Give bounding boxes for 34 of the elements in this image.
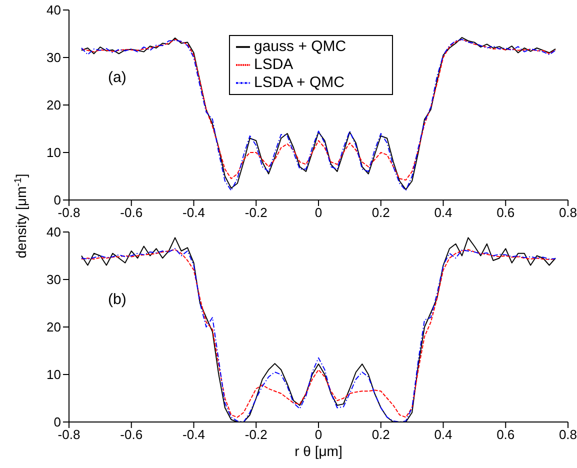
y-tick-label: 10 [46,145,61,160]
x-tick-label: 0.4 [434,427,452,442]
y-tick-label: 0 [54,192,61,208]
x-tick-label: 0.6 [496,205,515,220]
annotation: (a) [108,69,126,86]
x-tick-label: -0.8 [58,427,80,442]
y-tick-label: 40 [46,2,61,18]
x-axis-title: r θ [μm] [294,443,342,459]
y-tick-label: 30 [46,272,61,288]
y-tick-label: 10 [46,367,61,382]
y-tick-label: 0 [54,414,61,430]
x-tick-label: -0.8 [58,205,80,220]
y-tick-label: 40 [46,224,61,240]
x-tick-label: -0.2 [244,205,268,220]
legend-label: gauss + QMC [254,38,346,55]
x-tick-label: 0.2 [372,427,390,442]
x-tick-label: 0.8 [558,205,577,220]
x-tick-label: -0.6 [120,427,143,442]
y-tick-label: 20 [46,320,61,335]
x-tick-label: 0.6 [496,427,515,442]
x-tick-label: -0.2 [244,427,268,442]
x-tick-label: 0 [314,205,322,220]
y-tick-label: 30 [46,50,61,66]
y-tick-label: 20 [46,98,61,113]
x-tick-label: 0.4 [434,205,452,220]
x-tick-label: 0.2 [372,205,390,220]
x-tick-label: -0.4 [182,427,205,442]
annotation: (b) [108,291,126,308]
legend-label: LSDA [254,56,294,73]
x-tick-label: -0.6 [120,205,143,220]
x-tick-label: -0.4 [182,205,205,220]
x-tick-label: 0.8 [558,427,577,442]
legend-label: LSDA + QMC [254,74,344,91]
x-tick-label: 0 [314,427,322,442]
